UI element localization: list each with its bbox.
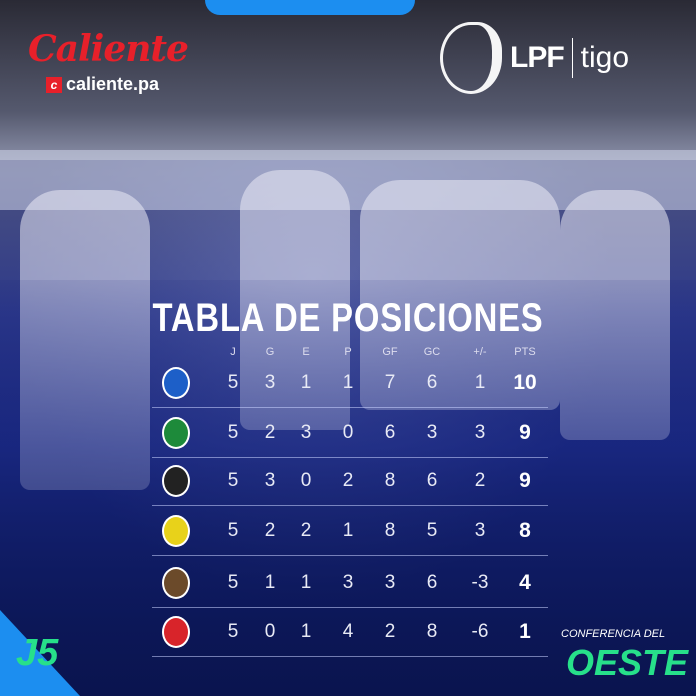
team-crest-icon	[162, 464, 190, 497]
team-crest-icon	[162, 366, 190, 399]
cell-e: 0	[300, 469, 312, 491]
cell-p: 3	[342, 571, 354, 593]
team-crest-icon	[162, 416, 190, 449]
cell-diff: 2	[474, 469, 486, 491]
cell-pts: 4	[519, 570, 531, 594]
cell-gf: 6	[384, 421, 396, 443]
cell-e: 1	[300, 620, 312, 642]
table-row: 5 3 1 1 7 6 1 10	[152, 358, 548, 408]
team-crest-icon	[162, 514, 190, 547]
cell-gc: 6	[426, 371, 438, 393]
cell-g: 1	[264, 571, 276, 593]
cell-j: 5	[227, 469, 239, 491]
cell-e: 3	[300, 421, 312, 443]
decorative-arc	[205, 0, 415, 15]
column-header: E	[302, 346, 310, 358]
column-header: +/-	[473, 346, 487, 358]
cell-g: 3	[264, 469, 276, 491]
cell-p: 2	[342, 469, 354, 491]
conference-label: CONFERENCIA DEL	[561, 628, 666, 640]
cell-g: 2	[264, 519, 276, 541]
league-logo: LPF tigo	[440, 22, 629, 94]
cell-g: 3	[264, 371, 276, 393]
column-header: GF	[382, 346, 398, 358]
cell-p: 0	[342, 421, 354, 443]
cell-j: 5	[227, 620, 239, 642]
column-header: PTS	[514, 346, 536, 358]
cell-p: 1	[342, 519, 354, 541]
cell-pts: 9	[519, 468, 531, 492]
cell-pts: 8	[519, 518, 531, 542]
cell-gf: 8	[384, 519, 396, 541]
cell-diff: -6	[471, 620, 489, 642]
cell-diff: 1	[474, 371, 486, 393]
lpf-text: LPF	[510, 41, 565, 74]
cell-e: 1	[300, 571, 312, 593]
caliente-site: c caliente.pa	[46, 74, 159, 95]
cell-g: 0	[264, 620, 276, 642]
cell-j: 5	[227, 571, 239, 593]
column-header: P	[344, 346, 352, 358]
cell-diff: 3	[474, 519, 486, 541]
cell-gf: 8	[384, 469, 396, 491]
team-crest-icon	[162, 615, 190, 648]
cell-j: 5	[227, 519, 239, 541]
cell-g: 2	[264, 421, 276, 443]
page-title: TABLA DE POSICIONES	[152, 296, 544, 340]
table-row: 5 2 2 1 8 5 3 8	[152, 506, 548, 556]
cell-diff: 3	[474, 421, 486, 443]
cell-gc: 8	[426, 620, 438, 642]
column-header: J	[230, 346, 236, 358]
cell-p: 1	[342, 371, 354, 393]
table-row: 5 3 0 2 8 6 2 9	[152, 456, 548, 506]
cell-gf: 3	[384, 571, 396, 593]
cell-e: 1	[300, 371, 312, 393]
caliente-logo: Caliente	[28, 28, 189, 70]
table-row: 5 0 1 4 2 8 -6 1	[152, 607, 548, 657]
cell-gc: 5	[426, 519, 438, 541]
cell-j: 5	[227, 421, 239, 443]
cell-pts: 9	[519, 420, 531, 444]
conference-name: OESTE	[566, 642, 689, 683]
blue-overlay	[0, 280, 696, 696]
table-row: 5 1 1 3 3 6 -3 4	[152, 558, 548, 608]
caliente-icon: c	[46, 76, 62, 93]
cell-gf: 7	[384, 371, 396, 393]
cell-gf: 2	[384, 620, 396, 642]
cell-diff: -3	[471, 571, 489, 593]
cell-gc: 6	[426, 571, 438, 593]
cell-gc: 6	[426, 469, 438, 491]
cell-j: 5	[227, 371, 239, 393]
matchday-label: J5	[16, 632, 59, 674]
caliente-site-text: caliente.pa	[66, 74, 160, 94]
eagle-icon	[440, 22, 502, 94]
logo-divider	[571, 38, 573, 78]
crowd-background	[0, 0, 696, 160]
cell-pts: 10	[513, 370, 537, 394]
column-header: G	[265, 346, 275, 358]
team-crest-icon	[162, 566, 190, 599]
cell-e: 2	[300, 519, 312, 541]
cell-gc: 3	[426, 421, 438, 443]
cell-pts: 1	[519, 619, 531, 643]
cell-p: 4	[342, 620, 354, 642]
tigo-text: tigo	[580, 41, 630, 74]
table-row: 5 2 3 0 6 3 3 9	[152, 408, 548, 458]
column-header: GC	[423, 346, 441, 358]
